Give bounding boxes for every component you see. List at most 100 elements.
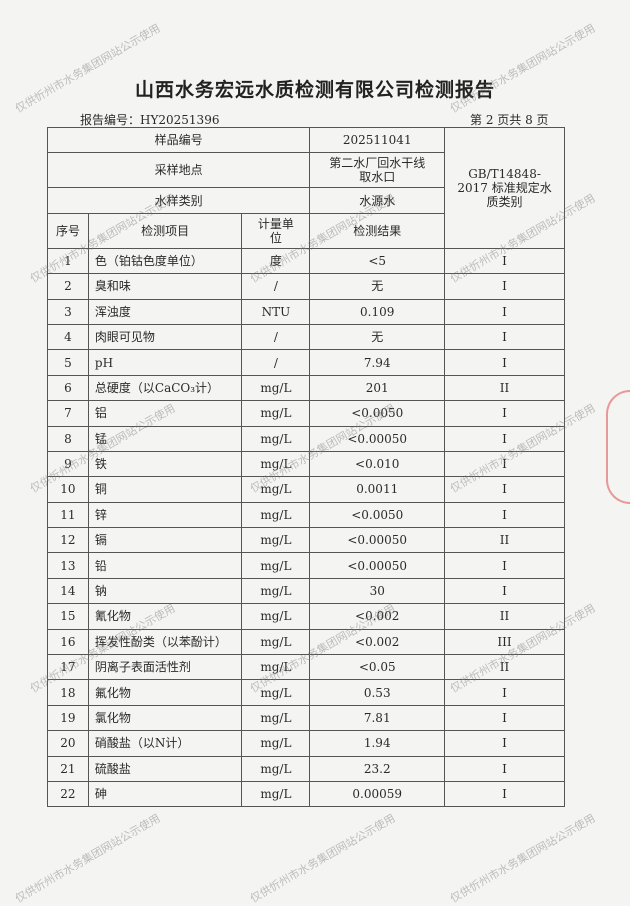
row-item: 硝酸盐（以N计）	[87, 730, 243, 757]
row-unit: mg/L	[241, 780, 311, 808]
watermark: 仅供忻州市水务集团网站公示使用	[13, 811, 163, 906]
table-row: 20 硝酸盐（以N计） mg/L 1.94 I	[47, 730, 565, 757]
row-unit: mg/L	[241, 400, 311, 427]
row-item: 铁	[87, 450, 243, 478]
row-class: I	[444, 476, 565, 503]
row-unit: mg/L	[241, 755, 311, 782]
row-result: 0.0011	[309, 476, 446, 503]
row-item: 色（铂钴色度单位）	[87, 247, 243, 275]
row-item: 锰	[87, 425, 243, 452]
table-row: 22 砷 mg/L 0.00059 I	[47, 780, 565, 808]
row-no: 10	[47, 476, 89, 503]
row-unit: mg/L	[241, 501, 311, 529]
table-row: 16 挥发性酚类（以苯酚计） mg/L <0.002 III	[47, 628, 565, 656]
row-result: <5	[309, 247, 446, 275]
table-row: 9 铁 mg/L <0.010 I	[47, 450, 565, 478]
row-class: I	[444, 704, 565, 732]
col-unit: 计量单位	[241, 212, 311, 249]
row-class: I	[444, 298, 565, 325]
row-item: 阴离子表面活性剂	[87, 654, 243, 681]
row-unit: mg/L	[241, 654, 311, 681]
row-item: 总硬度（以CaCO₃计）	[87, 374, 243, 402]
watermark: 仅供忻州市水务集团网站公示使用	[448, 811, 598, 906]
row-no: 21	[47, 755, 89, 782]
row-class: II	[444, 527, 565, 554]
row-no: 18	[47, 679, 89, 706]
row-item: 氰化物	[87, 603, 243, 630]
sample-no-label: 样品编号	[46, 126, 311, 154]
row-item: 镉	[87, 527, 243, 554]
col-no: 序号	[47, 212, 89, 249]
row-class: I	[444, 679, 565, 706]
page-info: 第 2 页共 8 页	[470, 113, 549, 127]
row-result: 7.81	[309, 704, 446, 732]
table-row: 3 浑浊度 NTU 0.109 I	[47, 298, 565, 325]
row-item: 挥发性酚类（以苯酚计）	[87, 628, 243, 656]
row-class: I	[444, 323, 565, 351]
row-unit: mg/L	[241, 476, 311, 503]
row-unit: mg/L	[241, 730, 311, 757]
row-result: 201	[309, 374, 446, 402]
row-unit: mg/L	[241, 425, 311, 452]
row-no: 12	[47, 527, 89, 554]
row-item: 锌	[87, 501, 243, 529]
col-item: 检测项目	[87, 212, 243, 249]
row-class: I	[444, 349, 565, 376]
row-no: 11	[47, 501, 89, 529]
row-no: 16	[47, 628, 89, 656]
row-no: 7	[47, 400, 89, 427]
location-label: 采样地点	[46, 152, 311, 189]
row-result: 7.94	[309, 349, 446, 376]
row-unit: mg/L	[241, 552, 311, 579]
row-no: 2	[47, 273, 89, 300]
table-row: 5 pH/7.94 I	[47, 349, 565, 376]
row-result: <0.002	[309, 628, 446, 656]
table-row: 13 铅 mg/L <0.00050 I	[47, 552, 565, 579]
table-row: 14 钠 mg/L 30 I	[47, 577, 565, 605]
table-row: 7 铝 mg/L <0.0050 I	[47, 400, 565, 427]
row-item: 臭和味	[87, 273, 243, 300]
row-class: I	[444, 450, 565, 478]
standard-label: GB/T14848-2017 标准规定水质类别	[444, 127, 565, 249]
row-result: 0.109	[309, 298, 446, 325]
row-result: <0.05	[309, 654, 446, 681]
water-type: 水源水	[309, 187, 446, 214]
row-no: 6	[47, 374, 89, 402]
row-class: I	[444, 730, 565, 757]
row-no: 22	[47, 780, 89, 808]
row-result: <0.002	[309, 603, 446, 630]
report-title: 山西水务宏远水质检测有限公司检测报告	[134, 79, 495, 101]
row-class: I	[444, 552, 565, 579]
table-row: 6 总硬度（以CaCO₃计） mg/L 201 II	[47, 374, 565, 402]
table-row: 15 氰化物 mg/L <0.002 II	[47, 603, 565, 630]
row-unit: mg/L	[241, 450, 311, 478]
table-row: 19 氯化物 mg/L 7.81 I	[47, 704, 565, 732]
row-item: 浑浊度	[87, 298, 243, 325]
table-row: 1 色（铂钴色度单位）度 <5 I	[47, 247, 565, 275]
row-unit: NTU	[241, 298, 311, 325]
table-row: 8 锰 mg/L <0.00050 I	[47, 425, 565, 452]
row-item: 铅	[87, 552, 243, 579]
row-class: I	[444, 577, 565, 605]
row-unit: /	[241, 349, 311, 376]
row-item: pH	[87, 349, 243, 376]
row-unit: mg/L	[241, 679, 311, 706]
row-item: 铜	[87, 476, 243, 503]
row-no: 9	[47, 450, 89, 478]
row-result: <0.00050	[309, 552, 446, 579]
row-result: 无	[309, 323, 446, 351]
row-unit: /	[241, 323, 311, 351]
table-row: 2 臭和味 / 无 I	[47, 273, 565, 300]
row-no: 5	[47, 349, 89, 376]
row-item: 硫酸盐	[87, 755, 243, 782]
row-class: I	[444, 400, 565, 427]
row-class: I	[444, 501, 565, 529]
table-row: 4 肉眼可见物 / 无 I	[47, 323, 565, 351]
row-item: 砷	[87, 780, 243, 808]
row-no: 15	[47, 603, 89, 630]
row-class: I	[444, 780, 565, 808]
table-row: 21 硫酸盐 mg/L 23.2 I	[47, 755, 565, 782]
row-no: 4	[47, 323, 89, 351]
row-result: <0.010	[309, 450, 446, 478]
row-class: I	[444, 247, 565, 275]
